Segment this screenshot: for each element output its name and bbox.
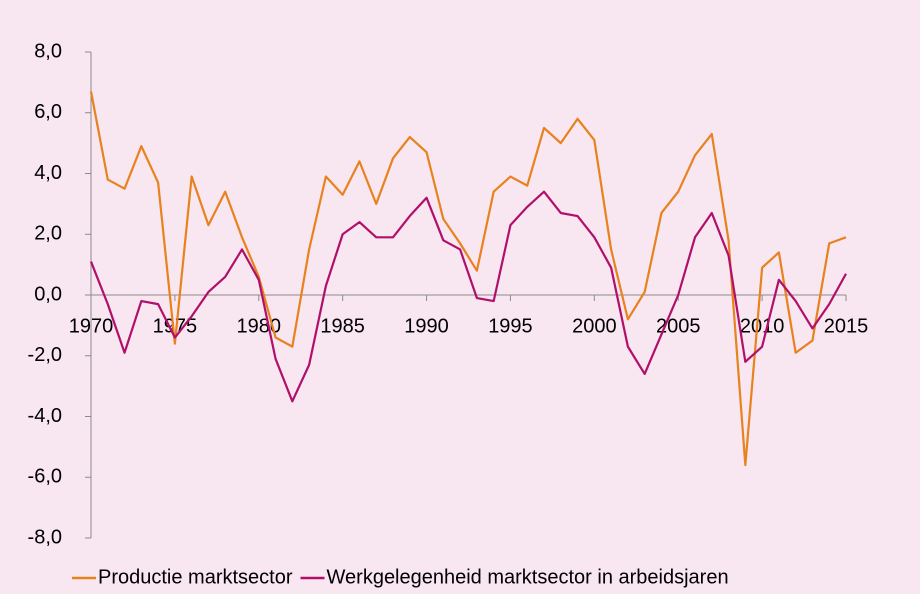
x-tick-label: 2015 [824,315,869,337]
y-tick-label: -2,0 [28,344,62,366]
y-tick-label: -6,0 [28,466,62,488]
x-tick-label: 1970 [69,315,114,337]
y-tick-label: 6,0 [34,101,62,123]
x-tick-label: 1985 [320,315,365,337]
y-tick-label: 2,0 [34,223,62,245]
y-tick-label: 4,0 [34,162,62,184]
series-line [89,190,847,403]
y-tick-label: 8,0 [34,40,62,62]
y-tick-label: -8,0 [28,526,62,548]
x-tick-label: 1975 [153,315,198,337]
y-tick-label: 0,0 [34,283,62,305]
legend-label: Werkgelegenheid marktsector in arbeidsja… [327,566,729,588]
x-tick-label: 1995 [488,315,533,337]
series-line [89,91,847,467]
x-tick-label: 1990 [404,315,449,337]
x-tick-label: 2000 [572,315,617,337]
x-tick-label: 2010 [740,315,785,337]
legend-label: Productie marktsector [98,566,293,588]
y-tick-label: -4,0 [28,405,62,427]
